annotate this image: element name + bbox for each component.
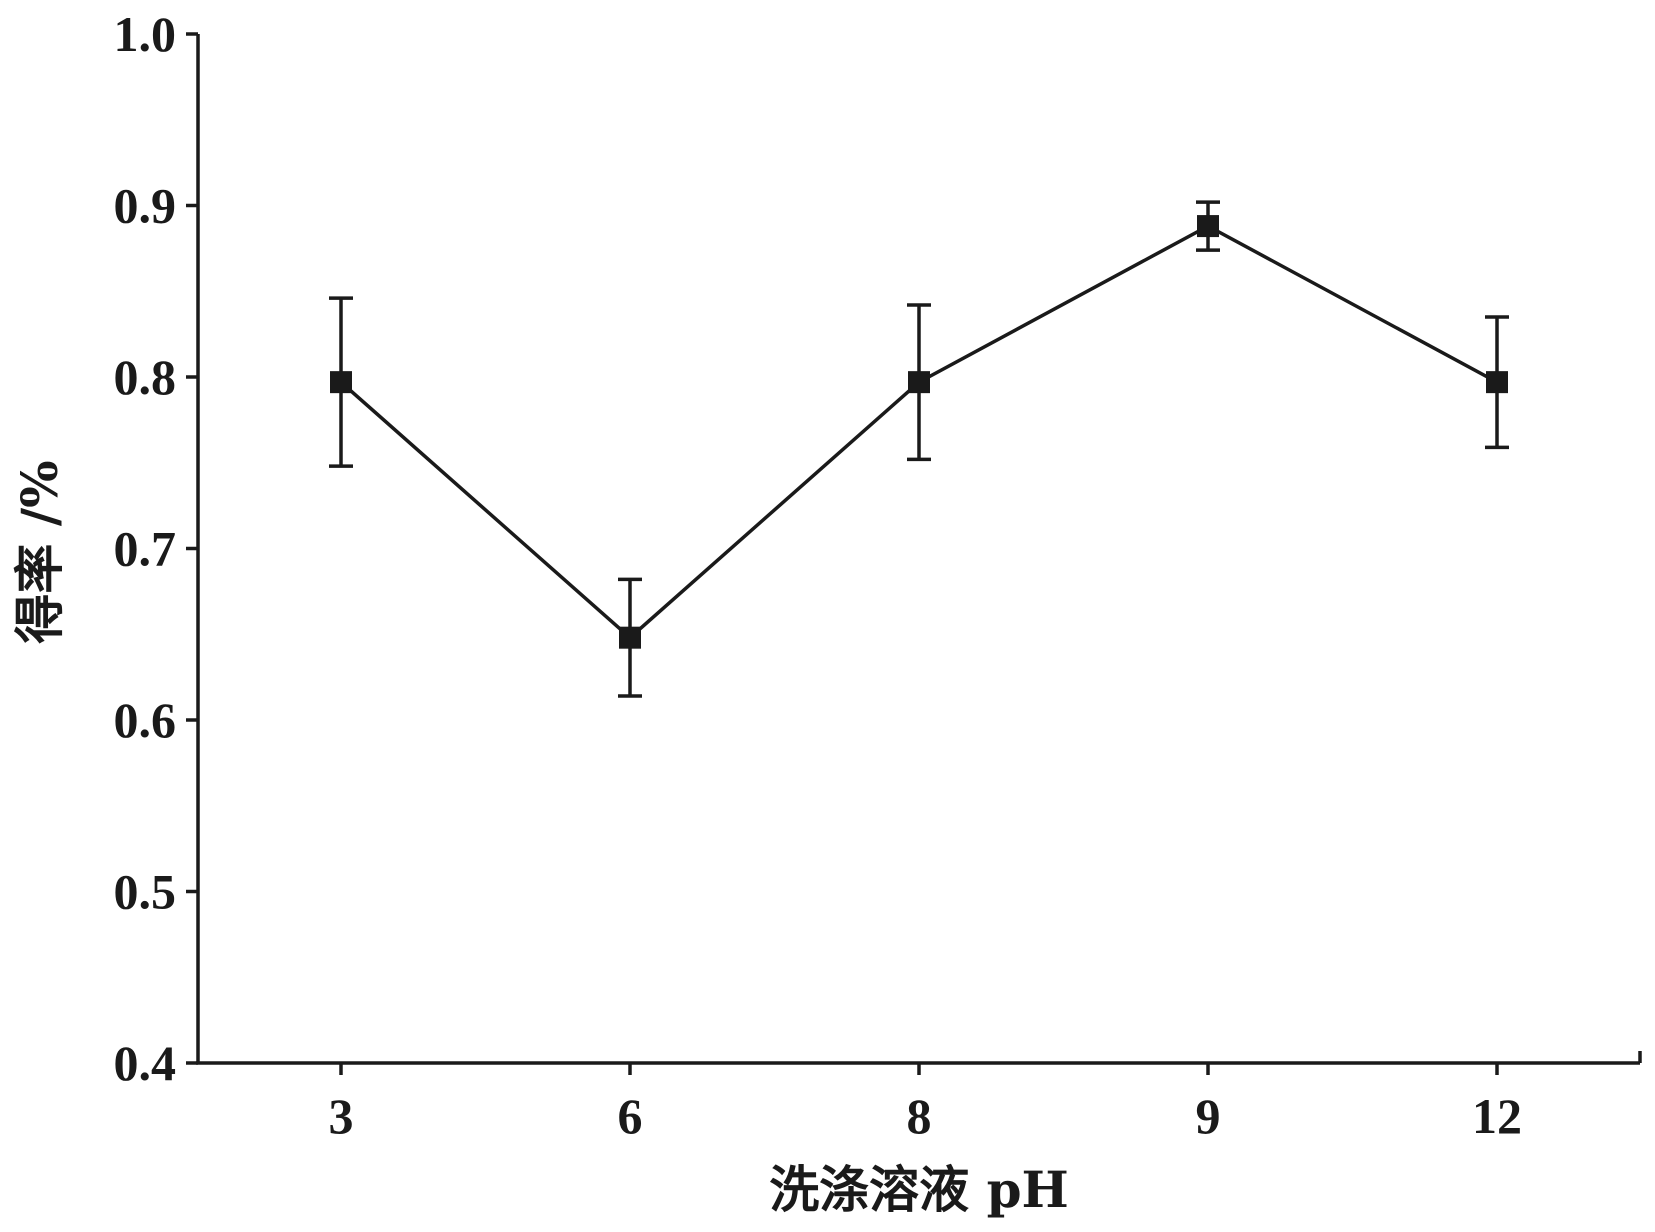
data-point-marker bbox=[908, 371, 930, 394]
x-ticks: 3 6 8 9 12 bbox=[329, 1051, 1642, 1144]
y-tick-label: 0.6 bbox=[114, 692, 177, 748]
data-point-marker bbox=[619, 626, 641, 649]
y-ticks: 0.4 0.5 0.6 0.7 0.8 0.9 1.0 bbox=[114, 6, 198, 1091]
y-tick-label: 0.8 bbox=[114, 349, 177, 405]
data-point-marker bbox=[1197, 215, 1219, 238]
y-tick-label: 1.0 bbox=[114, 6, 177, 62]
y-axis-title: 得率 /% bbox=[10, 460, 69, 643]
data-point-marker bbox=[1486, 371, 1508, 394]
y-tick-label: 0.4 bbox=[114, 1035, 177, 1091]
axes bbox=[196, 34, 1640, 1065]
plot-area bbox=[329, 200, 1509, 698]
data-point-marker bbox=[330, 371, 352, 394]
x-tick-label: 6 bbox=[618, 1088, 643, 1144]
y-tick-label: 0.7 bbox=[114, 521, 177, 577]
y-tick-label: 0.9 bbox=[114, 178, 177, 234]
x-tick-label: 9 bbox=[1196, 1088, 1221, 1144]
x-axis-title: 洗涤溶液 pH bbox=[769, 1160, 1069, 1219]
y-tick-label: 0.5 bbox=[114, 864, 177, 920]
x-tick-label: 3 bbox=[329, 1088, 354, 1144]
x-tick-label: 8 bbox=[907, 1088, 932, 1144]
x-tick-label: 12 bbox=[1472, 1088, 1522, 1144]
